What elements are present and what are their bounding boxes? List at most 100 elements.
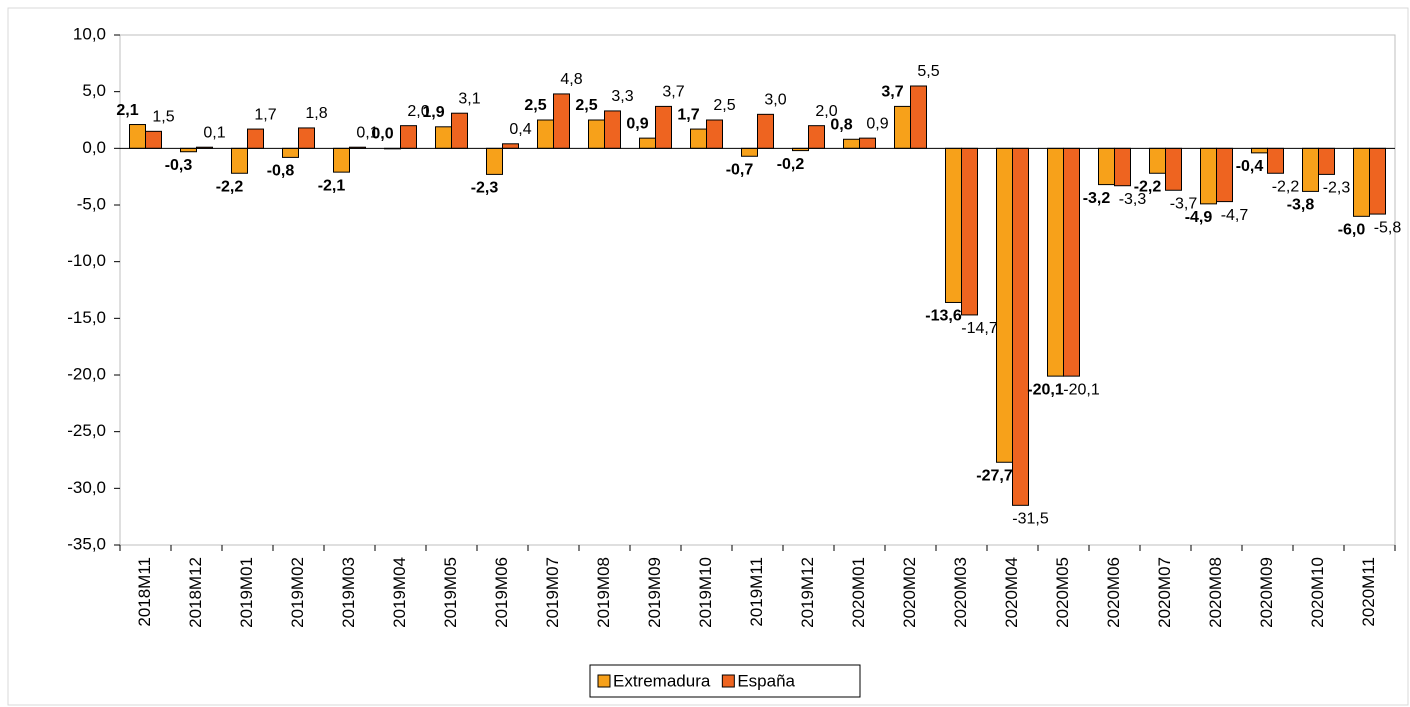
bar	[1200, 147, 1217, 205]
value-label: 3,3	[611, 88, 633, 105]
bar	[231, 147, 248, 174]
bar	[1251, 147, 1268, 154]
x-tick-label: 2020M07	[1155, 557, 1174, 628]
value-label: 1,7	[254, 106, 276, 123]
y-tick-label: -30,0	[67, 478, 106, 497]
bar	[1353, 147, 1370, 217]
value-label: 1,7	[677, 106, 699, 123]
value-label: -2,2	[1272, 178, 1300, 195]
legend-label: Extremadura	[613, 671, 711, 690]
value-label: 2,5	[524, 97, 546, 114]
value-label: 3,0	[764, 92, 786, 109]
plot-area	[119, 34, 1396, 546]
y-tick-label: -20,0	[67, 364, 106, 383]
x-tick-label: 2019M07	[543, 557, 562, 628]
value-label: -20,1	[1063, 381, 1100, 398]
bar	[945, 147, 962, 303]
value-label: 0,1	[356, 124, 378, 141]
bar	[553, 93, 570, 149]
bar	[757, 113, 774, 149]
value-label: 5,5	[917, 63, 939, 80]
bar	[1216, 147, 1233, 203]
value-label: -6,0	[1338, 222, 1366, 239]
bar	[1318, 147, 1335, 175]
bar	[145, 130, 162, 149]
value-label: 0,9	[866, 115, 888, 132]
bar	[741, 147, 758, 157]
value-label: 2,0	[407, 103, 429, 120]
value-label: -2,1	[318, 177, 346, 194]
value-label: 3,1	[458, 90, 480, 107]
x-tick-label: 2019M10	[696, 557, 715, 628]
x-tick-label: 2019M03	[339, 557, 358, 628]
x-tick-label: 2019M05	[441, 557, 460, 628]
value-label: -3,7	[1170, 195, 1198, 212]
value-label: -27,7	[976, 467, 1013, 484]
x-tick-label: 2019M08	[594, 557, 613, 628]
value-label: -13,6	[925, 308, 962, 325]
y-tick-label: -35,0	[67, 534, 106, 553]
value-label: -2,2	[216, 178, 244, 195]
bar	[1165, 147, 1182, 191]
value-label: -3,3	[1119, 191, 1147, 208]
value-label: -2,3	[471, 180, 499, 197]
value-label: 2,5	[575, 97, 597, 114]
bar	[247, 128, 264, 149]
x-tick-label: 2020M06	[1104, 557, 1123, 628]
bar	[1267, 147, 1284, 174]
bar	[690, 128, 707, 149]
y-tick-label: 5,0	[82, 81, 106, 100]
value-label: -3,2	[1083, 190, 1111, 207]
x-tick-label: 2020M01	[849, 557, 868, 628]
y-tick-label: -10,0	[67, 251, 106, 270]
legend-label: España	[737, 671, 795, 690]
value-label: -0,8	[267, 163, 295, 180]
x-tick-label: 2020M04	[1002, 557, 1021, 628]
value-label: -14,7	[961, 320, 998, 337]
value-label: 2,5	[713, 97, 735, 114]
bar	[435, 126, 452, 149]
value-label: 1,8	[305, 105, 327, 122]
value-label: 3,7	[881, 84, 903, 101]
bar	[604, 110, 621, 149]
bar	[298, 127, 315, 149]
y-tick-label: -15,0	[67, 308, 106, 327]
x-tick-label: 2020M05	[1053, 557, 1072, 628]
bar	[1302, 147, 1319, 192]
x-tick-label: 2019M01	[237, 557, 256, 628]
bar	[996, 147, 1013, 463]
bar	[180, 147, 197, 153]
x-tick-label: 2020M11	[1359, 557, 1378, 627]
x-tick-label: 2019M09	[645, 557, 664, 628]
value-label: -0,2	[777, 156, 805, 173]
bar	[400, 125, 417, 149]
value-label: -5,8	[1374, 219, 1402, 236]
y-tick-label: -25,0	[67, 421, 106, 440]
value-label: 0,0	[371, 126, 393, 143]
bar	[333, 147, 350, 173]
value-label: -4,7	[1221, 207, 1249, 224]
bar	[1098, 147, 1115, 186]
bar	[486, 147, 503, 175]
value-label: 3,7	[662, 84, 684, 101]
value-label: -4,9	[1185, 209, 1213, 226]
y-tick-label: -5,0	[77, 194, 106, 213]
bar	[808, 125, 825, 149]
value-label: -20,1	[1027, 381, 1064, 398]
bar	[843, 138, 860, 149]
x-tick-label: 2019M02	[288, 557, 307, 628]
bar	[1114, 147, 1131, 187]
bar	[1063, 147, 1080, 377]
bar	[588, 119, 605, 149]
x-tick-label: 2020M10	[1308, 557, 1327, 628]
legend-swatch	[597, 674, 611, 688]
legend-swatch	[721, 674, 735, 688]
bar	[129, 124, 146, 149]
bar	[859, 137, 876, 149]
x-tick-label: 2020M02	[900, 557, 919, 628]
value-label: -31,5	[1012, 511, 1049, 528]
value-label: -3,8	[1287, 197, 1315, 214]
bar	[282, 147, 299, 158]
bar	[961, 147, 978, 316]
